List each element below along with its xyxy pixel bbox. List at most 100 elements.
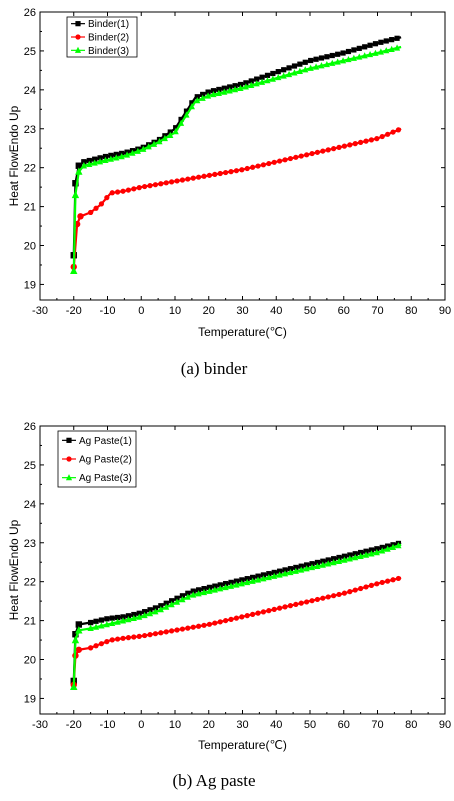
- legend-label: Ag Paste(1): [79, 436, 132, 447]
- data-point: [298, 563, 304, 569]
- data-point: [196, 174, 202, 180]
- data-point: [109, 615, 115, 621]
- data-point: [347, 552, 353, 558]
- data-point: [190, 591, 197, 598]
- data-point: [98, 617, 105, 623]
- y-tick-label: 24: [24, 499, 36, 511]
- data-point: [136, 610, 142, 616]
- data-point: [318, 62, 325, 69]
- data-point: [196, 587, 202, 593]
- data-point: [372, 49, 379, 56]
- y-tick-label: 25: [24, 46, 36, 58]
- data-point: [330, 559, 337, 566]
- data-point: [309, 150, 315, 157]
- data-point: [233, 578, 240, 584]
- data-point: [75, 167, 83, 175]
- data-point: [183, 108, 190, 114]
- data-point: [88, 209, 94, 216]
- data-point: [173, 598, 181, 605]
- data-point: [107, 155, 114, 162]
- data-point: [221, 88, 228, 95]
- data-point: [142, 183, 148, 190]
- y-tick-label: 20: [24, 655, 36, 667]
- data-point: [217, 619, 223, 625]
- legend-marker: [75, 34, 81, 40]
- data-point: [323, 60, 330, 68]
- x-tick-label: 50: [304, 719, 316, 731]
- data-point: [103, 621, 110, 628]
- data-point: [351, 47, 357, 53]
- data-point: [308, 57, 314, 64]
- data-point: [357, 552, 364, 559]
- data-point: [314, 562, 321, 569]
- data-point: [152, 608, 159, 615]
- data-point: [341, 556, 348, 563]
- data-point: [72, 631, 79, 638]
- data-point: [368, 137, 375, 143]
- data-point: [104, 639, 110, 645]
- data-point: [264, 72, 271, 78]
- data-point: [276, 571, 283, 578]
- data-point: [185, 590, 191, 596]
- y-tick-label: 21: [24, 202, 36, 214]
- data-point: [189, 100, 195, 106]
- legend-label: Binder(3): [88, 46, 129, 57]
- data-point: [345, 55, 352, 63]
- legend-label: Binder(2): [88, 33, 129, 44]
- legend: Binder(1) Binder(2) Binder(3): [66, 16, 138, 58]
- data-point: [87, 624, 94, 631]
- data-point: [358, 139, 364, 145]
- data-point: [372, 41, 379, 47]
- data-point: [248, 81, 255, 88]
- data-point: [130, 614, 137, 622]
- data-point: [358, 549, 364, 556]
- data-point: [362, 44, 368, 50]
- data-point: [81, 159, 87, 165]
- data-point: [184, 593, 191, 600]
- data-point: [293, 564, 299, 571]
- data-point: [141, 611, 148, 619]
- data-point: [395, 575, 402, 582]
- data-point: [244, 576, 250, 582]
- data-point: [385, 131, 391, 137]
- data-point: [125, 616, 132, 623]
- data-point: [212, 583, 218, 589]
- data-point: [158, 630, 164, 636]
- data-point: [88, 619, 94, 626]
- series-3: [70, 541, 402, 690]
- data-point: [281, 570, 289, 577]
- data-point: [277, 568, 283, 574]
- data-point: [217, 582, 223, 588]
- data-point: [363, 138, 369, 144]
- data-point: [104, 195, 110, 201]
- data-point: [250, 574, 256, 580]
- data-point: [304, 152, 310, 158]
- series-2: [70, 575, 402, 689]
- y-axis-label: Heat FlowEndo Up: [7, 519, 21, 620]
- data-point: [379, 133, 385, 140]
- x-tick-label: 10: [169, 305, 181, 317]
- data-point: [233, 168, 240, 174]
- data-point: [222, 583, 229, 591]
- data-point: [260, 572, 267, 578]
- data-point: [320, 558, 326, 564]
- data-point: [358, 585, 364, 592]
- data-point: [98, 622, 105, 629]
- data-point: [336, 554, 342, 561]
- data-point: [275, 69, 281, 75]
- data-point: [125, 613, 132, 619]
- data-point: [335, 557, 343, 564]
- data-point: [146, 610, 154, 617]
- data-point: [336, 591, 342, 598]
- data-point: [201, 173, 207, 179]
- data-point: [352, 141, 358, 147]
- data-point: [368, 550, 375, 557]
- legend-label: Ag Paste(3): [79, 473, 132, 484]
- data-point: [227, 84, 233, 90]
- x-tick-label: 90: [439, 719, 451, 731]
- data-point: [297, 61, 303, 67]
- data-point: [114, 618, 121, 625]
- data-point: [169, 628, 175, 634]
- data-point: [142, 609, 148, 615]
- series-line: [72, 127, 402, 267]
